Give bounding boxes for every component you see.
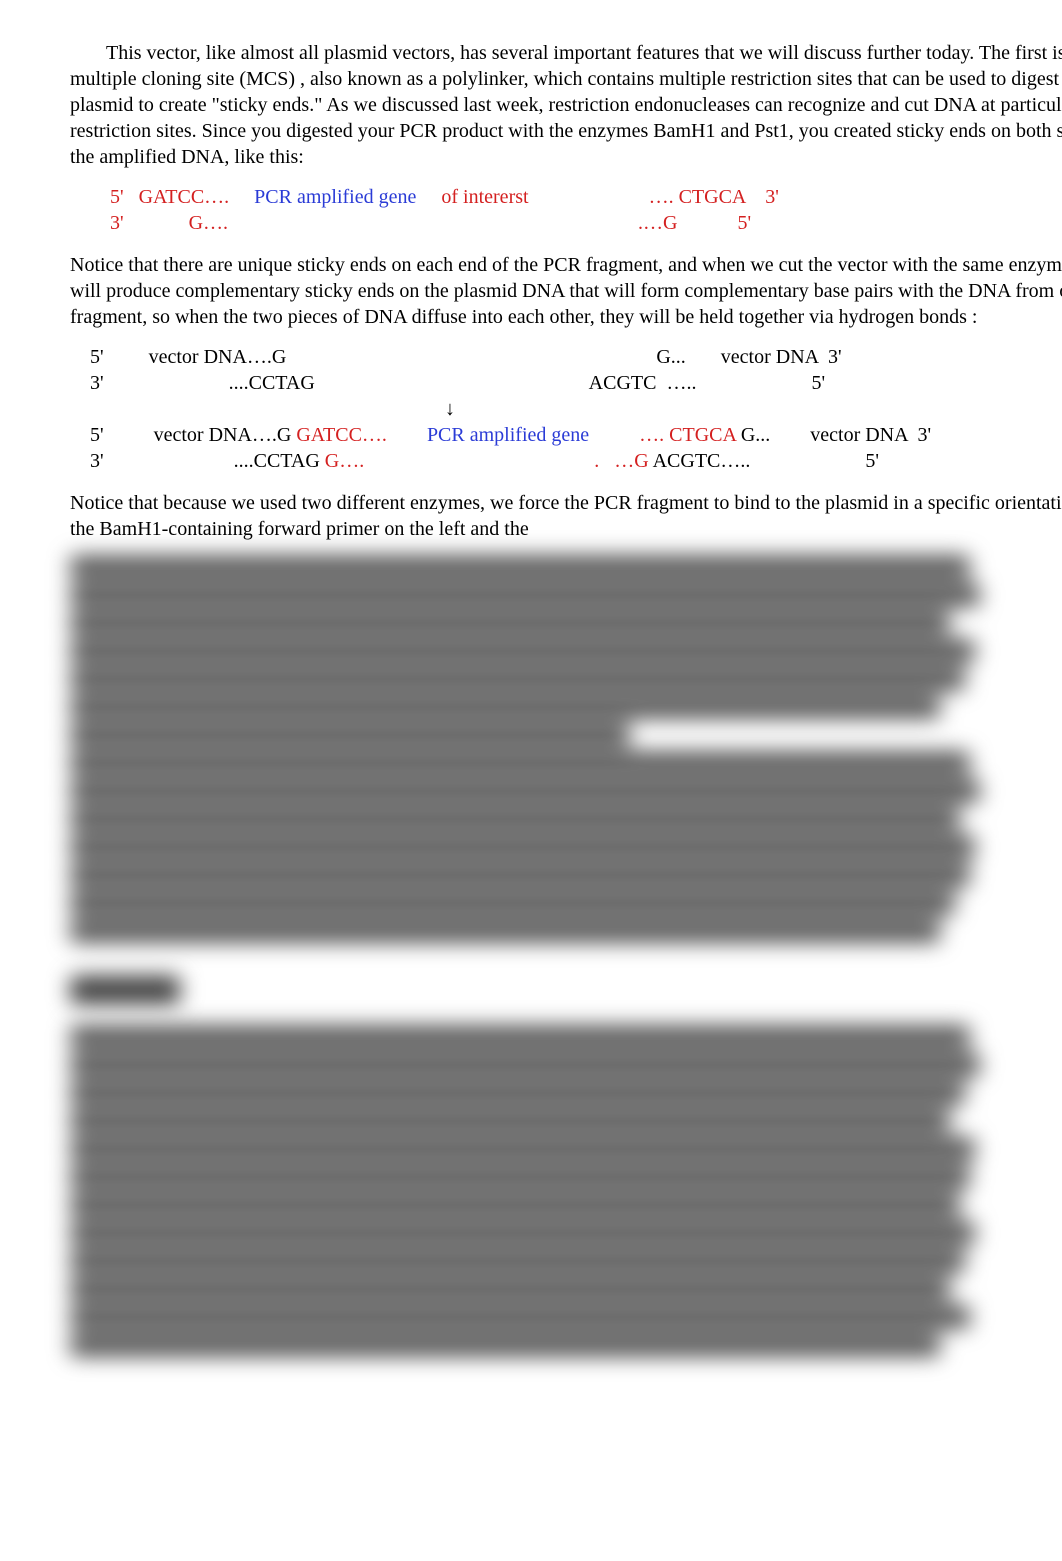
seq2-line5: 3' ....CCTAG G…. . …G ACGTC….. 5' xyxy=(70,448,1062,474)
blurred-block-1 xyxy=(70,556,1062,942)
paragraph-2: Notice that there are unique sticky ends… xyxy=(70,252,1062,330)
p3-text: Notice that because we used two differen… xyxy=(70,492,1062,540)
sequence-block-2: 5' vector DNA….G G... vector DNA 3' 3' .… xyxy=(70,344,1062,474)
paragraph-3: Notice that because we used two differen… xyxy=(70,490,1062,542)
seq2-line1: 5' vector DNA….G G... vector DNA 3' xyxy=(70,344,1062,370)
blurred-heading xyxy=(70,976,1062,1004)
seq2-line3-arrow: ↓ xyxy=(70,396,1062,422)
sequence-block-1: 5' GATCC…. PCR amplified gene of interer… xyxy=(70,184,1062,236)
p2-text-a: Notice that there are unique sticky ends… xyxy=(70,254,1062,276)
paragraph-1: This vector, like almost all plasmid vec… xyxy=(70,40,1062,170)
seq1-line1: 5' GATCC…. PCR amplified gene of interer… xyxy=(70,184,1062,210)
seq1-line2: 3' G…. .…G 5' xyxy=(70,210,1062,236)
blurred-block-2 xyxy=(70,1026,1062,1356)
seq2-line4: 5' vector DNA….G GATCC…. PCR amplified g… xyxy=(70,422,1062,448)
seq2-line2: 3' ....CCTAG ACGTC ….. 5' xyxy=(70,370,1062,396)
